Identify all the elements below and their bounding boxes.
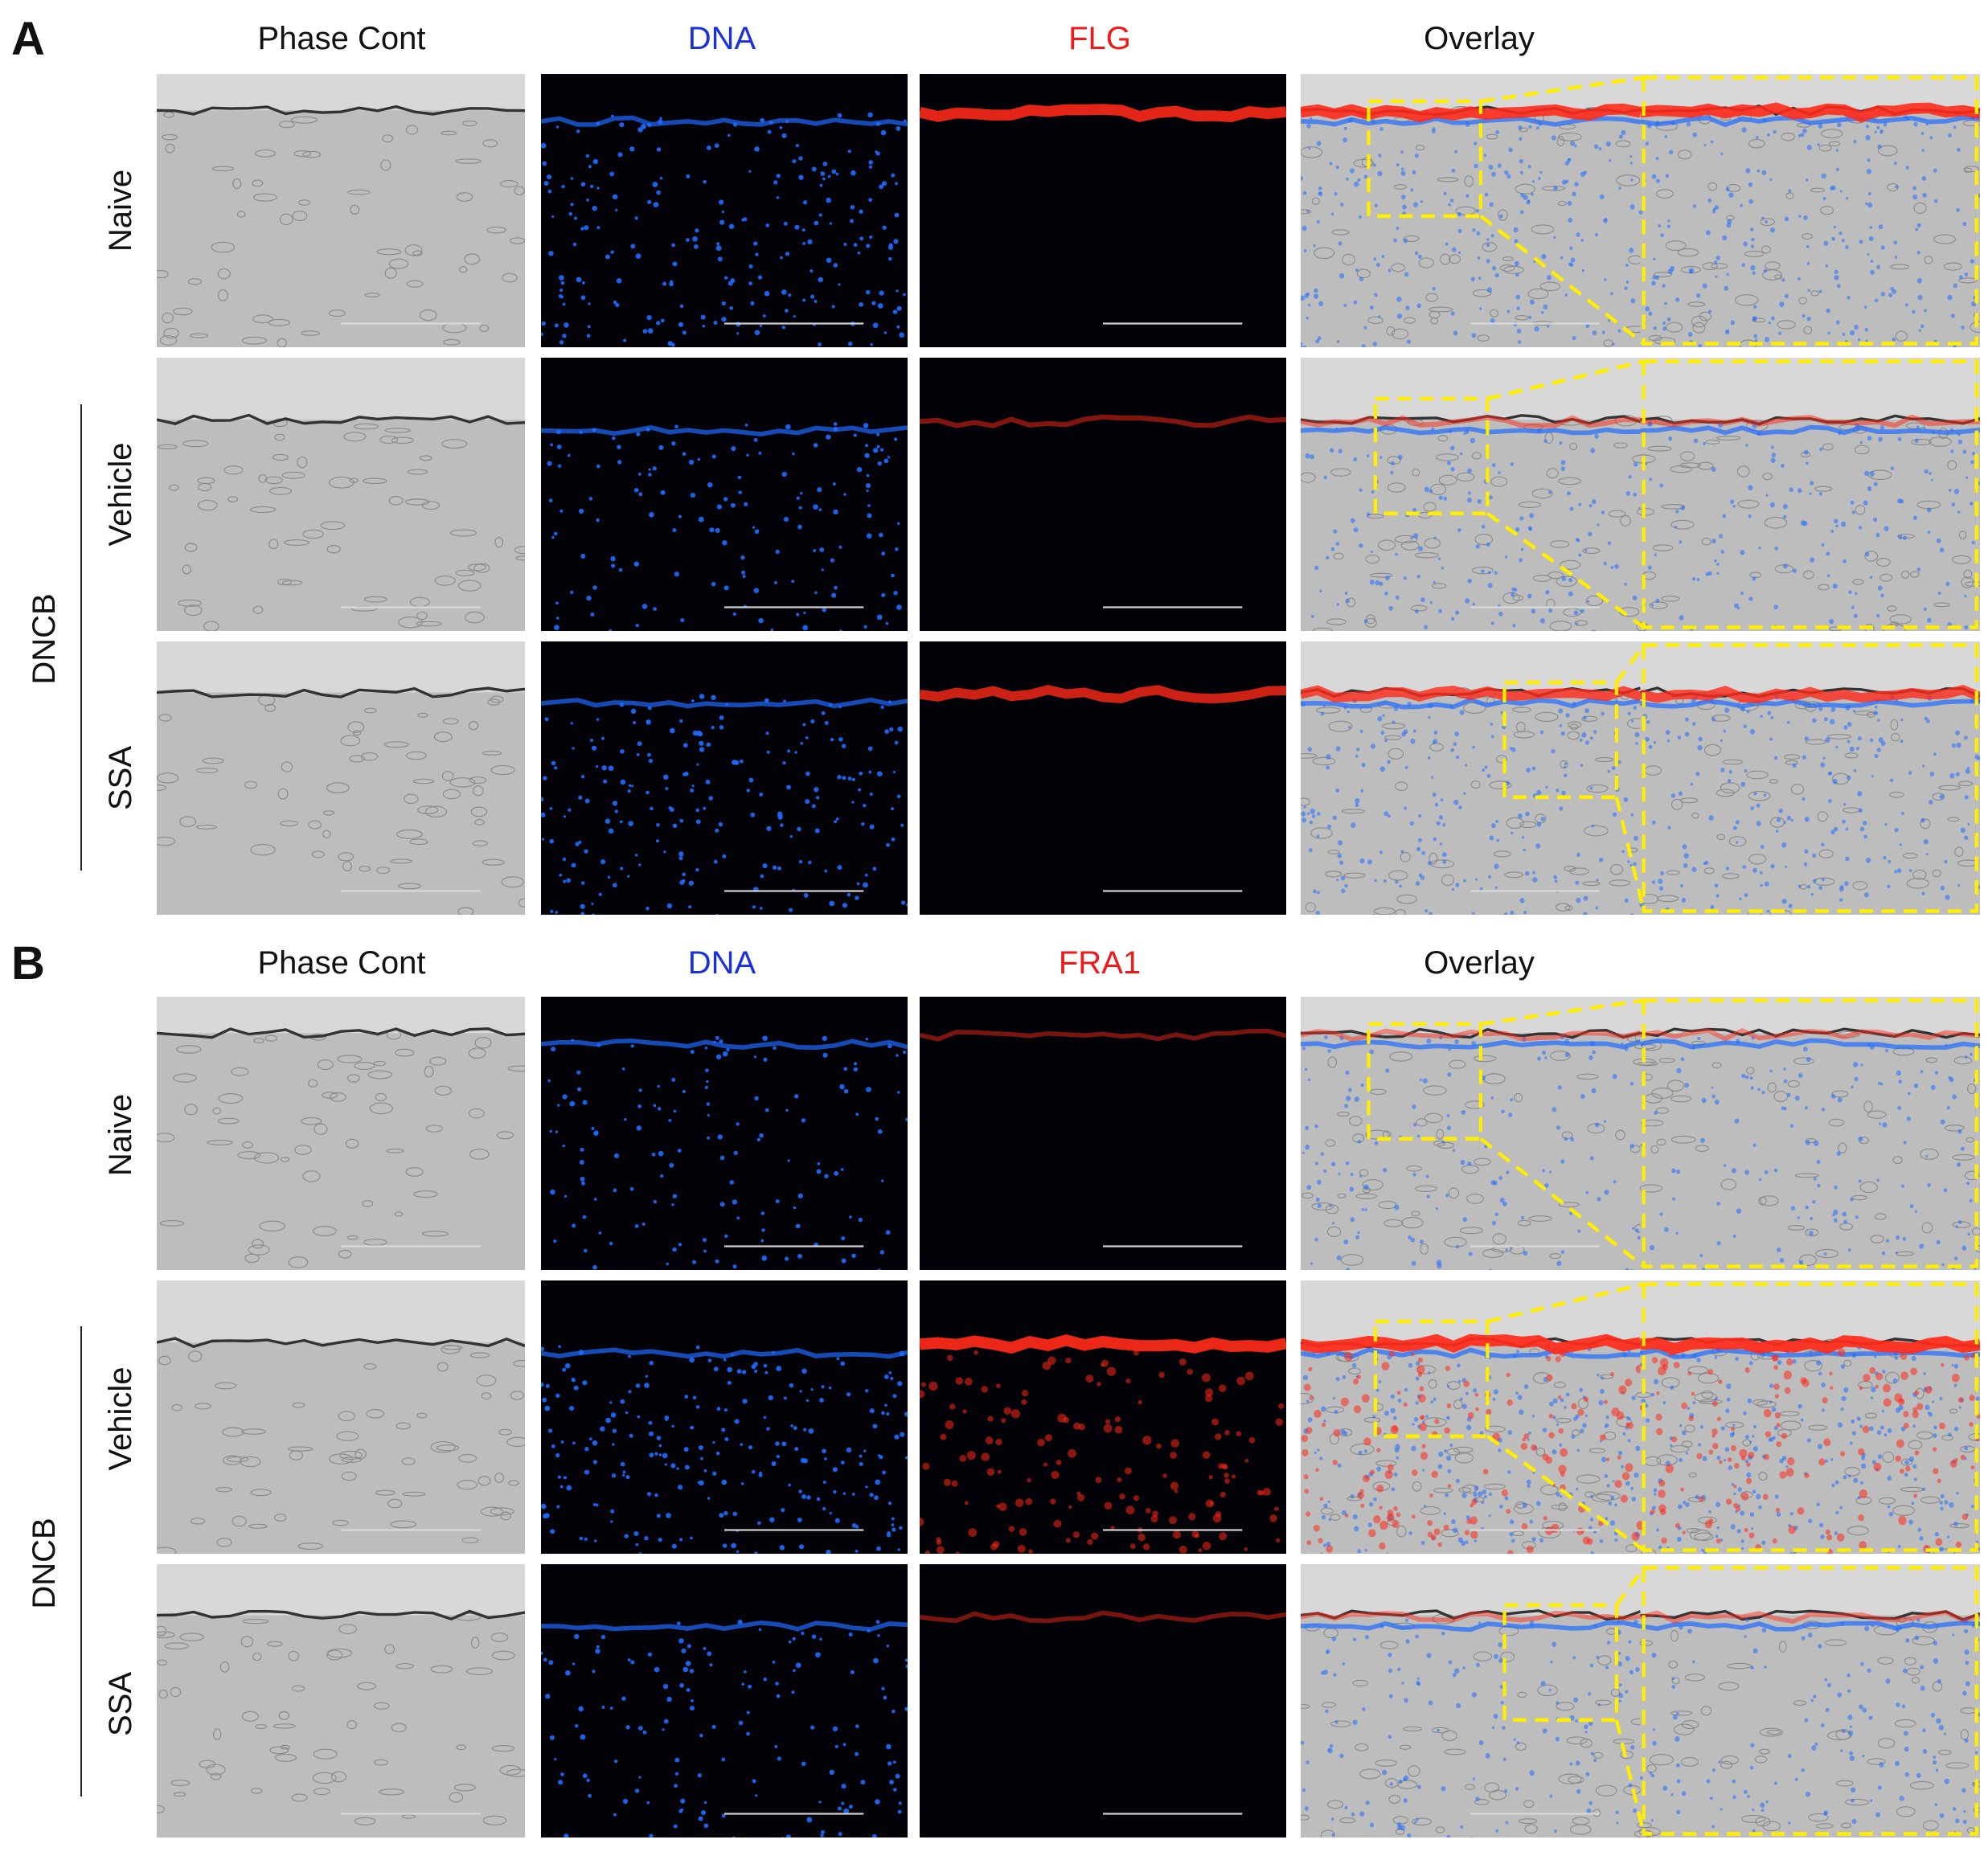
micrograph-a-vehicle-overlay bbox=[1301, 358, 1980, 631]
column-header-phase-b: Phase Cont bbox=[257, 945, 426, 981]
micrograph-b-ssa-overlay bbox=[1301, 1564, 1980, 1837]
group-label-dncb-a: DNCB bbox=[27, 593, 62, 685]
micrograph-a-naive-marker bbox=[920, 74, 1286, 347]
row-label-vehicle-a: Vehicle bbox=[103, 442, 138, 547]
group-bracket-b bbox=[80, 1326, 82, 1796]
row-label-ssa-b: SSA bbox=[103, 1671, 138, 1737]
micrograph-b-ssa-phase bbox=[157, 1564, 525, 1837]
row-label-ssa-a: SSA bbox=[103, 745, 138, 811]
micrograph-a-vehicle-dna bbox=[541, 358, 908, 631]
group-label-dncb-b: DNCB bbox=[27, 1518, 62, 1609]
column-header-marker-a: FLG bbox=[1068, 21, 1131, 56]
row-label-vehicle-b: Vehicle bbox=[103, 1366, 138, 1471]
micrograph-b-naive-marker bbox=[920, 997, 1286, 1270]
micrograph-a-ssa-phase bbox=[157, 641, 525, 915]
micrograph-b-ssa-dna bbox=[541, 1564, 908, 1837]
micrograph-a-vehicle-phase bbox=[157, 358, 525, 631]
micrograph-b-naive-phase bbox=[157, 997, 525, 1270]
micrograph-b-naive-overlay bbox=[1301, 997, 1980, 1270]
micrograph-a-ssa-marker bbox=[920, 641, 1286, 915]
micrograph-a-naive-overlay bbox=[1301, 74, 1980, 347]
micrograph-b-vehicle-marker bbox=[920, 1280, 1286, 1554]
column-header-overlay-a: Overlay bbox=[1424, 21, 1535, 56]
column-header-overlay-b: Overlay bbox=[1424, 945, 1535, 981]
panel-label-b: B bbox=[11, 937, 45, 989]
column-header-dna-a: DNA bbox=[687, 21, 756, 56]
column-header-marker-b: FRA1 bbox=[1058, 945, 1142, 981]
panel-label-a: A bbox=[11, 13, 45, 65]
micrograph-b-ssa-marker bbox=[920, 1564, 1286, 1837]
micrograph-b-vehicle-dna bbox=[541, 1280, 908, 1554]
micrograph-a-naive-phase bbox=[157, 74, 525, 347]
micrograph-b-vehicle-overlay bbox=[1301, 1280, 1980, 1554]
micrograph-a-ssa-overlay bbox=[1301, 641, 1980, 915]
micrograph-b-naive-dna bbox=[541, 997, 908, 1270]
row-label-naive-b: Naive bbox=[103, 1093, 138, 1177]
micrograph-a-ssa-dna bbox=[541, 641, 908, 915]
micrograph-a-naive-dna bbox=[541, 74, 908, 347]
column-header-dna-b: DNA bbox=[687, 945, 756, 981]
row-label-naive-a: Naive bbox=[103, 169, 138, 252]
column-header-phase-a: Phase Cont bbox=[257, 21, 426, 56]
group-bracket-a bbox=[80, 404, 82, 871]
micrograph-b-vehicle-phase bbox=[157, 1280, 525, 1554]
micrograph-a-vehicle-marker bbox=[920, 358, 1286, 631]
